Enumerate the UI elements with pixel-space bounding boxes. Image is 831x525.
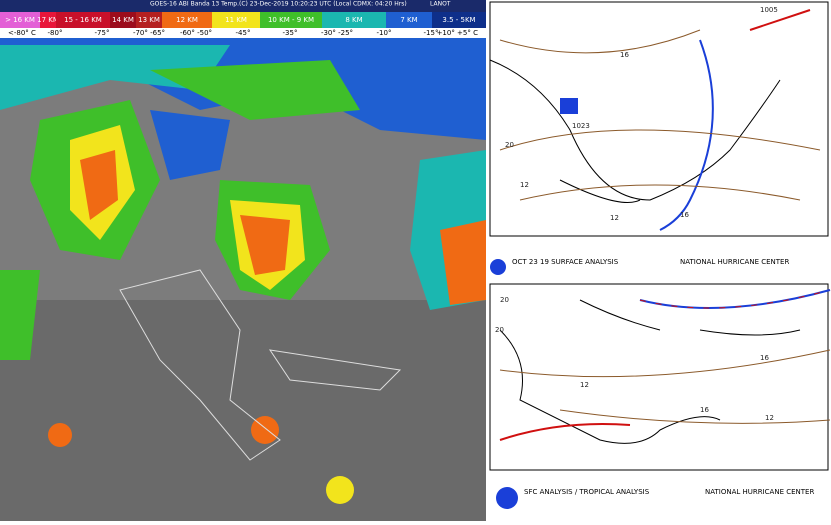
satellite-image: [0, 38, 486, 521]
scale-cell: [0, 12, 40, 28]
scale-label: 11 KM: [225, 16, 247, 24]
scale-label: 15 - 16 KM: [64, 16, 102, 24]
caption-left: SFC ANALYSIS / TROPICAL ANALYSIS: [524, 488, 650, 496]
scale-label: 10 KM - 9 KM: [268, 16, 314, 24]
temperature-label: -80°: [48, 29, 63, 37]
temperature-label: <-80° C: [8, 29, 36, 37]
scale-label: 17 KM: [37, 16, 59, 24]
map-label: 16: [680, 211, 689, 219]
scale-cell: [40, 12, 56, 28]
color-scale: > 16 KM 17 KM 15 - 16 KM 14 KM 13 KM 12 KM 11 …: [0, 0, 486, 28]
scale-cell: [212, 12, 260, 28]
scale-label: 8 KM: [345, 16, 362, 24]
temperature-label: -75°: [95, 29, 110, 37]
top-map: 1005 1023 20 16 12 12 16: [489, 1, 829, 237]
scale-cell: [386, 12, 432, 28]
scale-label: 13 KM: [138, 16, 160, 24]
map-label: 12: [610, 214, 619, 222]
middle-caption: OCT 23 19 SURFACE ANALYSIS NATIONAL HURR…: [490, 258, 789, 275]
scale-cell: [260, 12, 322, 28]
map-label: 12: [520, 181, 529, 189]
map-label: 12: [580, 381, 589, 389]
scale-label: > 16 KM: [5, 16, 35, 24]
temperature-label: -70° -65°: [133, 29, 165, 37]
scale-cell: [110, 12, 136, 28]
scale-header: [0, 0, 486, 12]
logo: LANOT: [430, 1, 451, 8]
scale-cell: [432, 12, 486, 28]
temperature-label: -15°: [424, 29, 439, 37]
scale-cell: [56, 12, 110, 28]
temperature-label: -60° -50°: [180, 29, 212, 37]
scale-label: 7 KM: [400, 16, 417, 24]
map-label: 16: [760, 354, 769, 362]
temperature-label: -10°: [377, 29, 392, 37]
map-label: 20: [505, 141, 514, 149]
bottom-map: 20 20 16 12 12 16: [489, 283, 831, 471]
scale-label: 12 KM: [176, 16, 198, 24]
map-label: 1023: [572, 122, 590, 130]
scale-label: 3.5 - 5KM: [442, 16, 475, 24]
temperature-row: <-80° C -80° -75° -70° -65° -60° -50° -45° -35…: [8, 29, 478, 37]
map-label: 20: [495, 326, 504, 334]
map-label: 20: [500, 296, 509, 304]
caption-left: OCT 23 19 SURFACE ANALYSIS: [512, 258, 619, 266]
scale-cell: [162, 12, 212, 28]
map-label: 12: [765, 414, 774, 422]
satellite-title: GOES-16 ABI Banda 13 Temp.(C) 23-Dec-201…: [150, 1, 407, 8]
caption-right: NATIONAL HURRICANE CENTER: [680, 258, 789, 266]
scale-cell: [136, 12, 162, 28]
map-label: 1005: [760, 6, 778, 14]
temperature-label: +10° +5° C: [437, 29, 479, 37]
scale-cell: [322, 12, 386, 28]
caption-right: NATIONAL HURRICANE CENTER: [705, 488, 814, 496]
temperature-label: -35°: [283, 29, 298, 37]
scale-label: 14 KM: [112, 16, 134, 24]
map-label: 16: [620, 51, 629, 59]
temperature-label: -45°: [236, 29, 251, 37]
bottom-caption: SFC ANALYSIS / TROPICAL ANALYSIS NATIONA…: [496, 487, 814, 509]
temperature-label: -30° -25°: [321, 29, 353, 37]
map-label: 16: [700, 406, 709, 414]
